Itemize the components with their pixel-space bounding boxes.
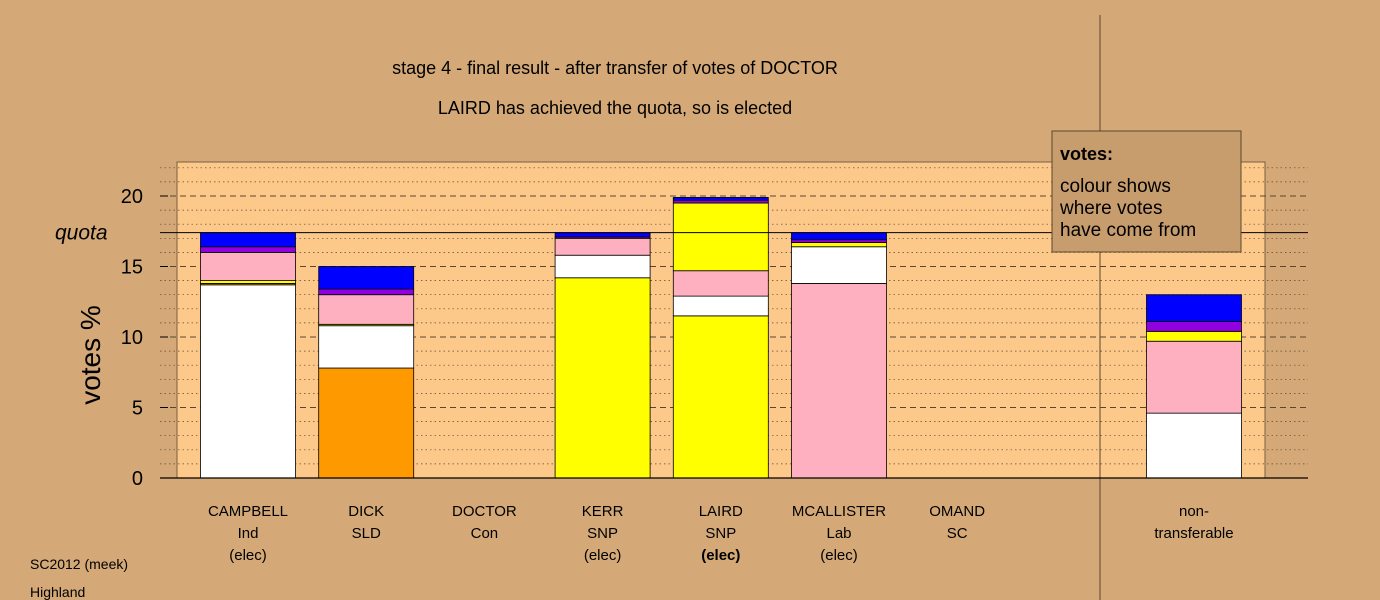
x-label-party: Ind (238, 525, 259, 542)
x-label-party: Con (471, 525, 499, 542)
bar-segment-lab (200, 251, 296, 281)
bar-segment-ind (200, 284, 296, 479)
bar-segment-sc (200, 246, 296, 253)
x-label-party: SLD (352, 525, 381, 542)
footer-source: SC2012 (meek) (30, 556, 128, 572)
bar-segment-sc (672, 199, 769, 204)
x-label-name: OMAND (929, 503, 985, 520)
legend-title: votes: (1060, 144, 1113, 164)
y-tick-label: 10 (121, 327, 143, 349)
y-tick-label: 5 (132, 398, 143, 420)
x-axis-labels: CAMPBELL Ind (elec) DICK SLD DOCTOR Con KERR SNP… (208, 503, 1234, 564)
x-label-name: DICK (348, 503, 384, 520)
bar-segment-snp (1146, 330, 1242, 342)
bar-segment-lab (672, 270, 769, 297)
bar-segment-lab (318, 294, 415, 325)
x-label-name: LAIRD (699, 503, 743, 520)
y-tick-label: 0 (132, 468, 143, 490)
bar-segment-ind (554, 254, 651, 279)
bar-segment-snp (200, 280, 296, 284)
y-tick-label: 20 (121, 186, 143, 208)
legend-line-1: colour shows (1060, 176, 1171, 197)
x-label-status: (elec) (584, 547, 622, 564)
bar-segment-lab (554, 237, 651, 256)
y-axis-label: votes % (75, 305, 106, 405)
x-label-name: KERR (582, 503, 624, 520)
bar-segment-snp (672, 202, 769, 272)
x-label-status: (elec) (229, 547, 267, 564)
bar-segment-snp (791, 242, 887, 248)
bar-segment-ind (1146, 412, 1242, 479)
bar-segment-con (554, 232, 651, 238)
bar-segment-sld (318, 367, 415, 479)
legend-line-3: have come from (1060, 220, 1196, 241)
bar-segment-snp (672, 315, 769, 479)
x-label-status: (elec) (701, 547, 740, 564)
x-label-party: SNP (705, 525, 736, 542)
y-axis-ticks: 0 5 10 15 20 (121, 186, 168, 490)
x-label-status: (elec) (820, 547, 858, 564)
x-label-name: CAMPBELL (208, 503, 288, 520)
bar-segment-ind (791, 246, 887, 284)
footer-region: Highland (30, 584, 85, 600)
legend-box (1051, 130, 1242, 253)
bar-segment-sc (318, 288, 415, 296)
chart-subtitle: LAIRD has achieved the quota, so is elec… (438, 98, 792, 118)
quota-label: quota (55, 222, 108, 245)
bar-segment-con (318, 266, 415, 290)
x-label-nontransferable: non- (1179, 503, 1209, 520)
bar-segment-sc (1146, 321, 1242, 332)
legend-line-2: where votes (1059, 198, 1162, 219)
x-label-nontransferable: transferable (1154, 525, 1233, 542)
bar-segment-con (791, 232, 887, 241)
bar-segment-ind (318, 325, 415, 369)
chart-title: stage 4 - final result - after transfer … (392, 58, 838, 78)
y-tick-label: 15 (121, 257, 143, 279)
x-label-party: Lab (826, 525, 851, 542)
bar-segment-lab (791, 283, 887, 479)
x-label-name: DOCTOR (452, 503, 517, 520)
bar-segment-lab (1146, 340, 1242, 414)
x-label-party: SNP (587, 525, 618, 542)
bar-segment-sc (791, 239, 887, 243)
bar-segment-con (1146, 294, 1242, 322)
bar-stacks (200, 197, 1242, 479)
bar-segment-con (672, 197, 769, 201)
bar-segment-con (200, 232, 296, 248)
x-label-party: SC (947, 525, 968, 542)
x-label-name: MCALLISTER (792, 503, 886, 520)
bar-segment-snp (554, 277, 651, 479)
bar-segment-ind (672, 295, 769, 317)
